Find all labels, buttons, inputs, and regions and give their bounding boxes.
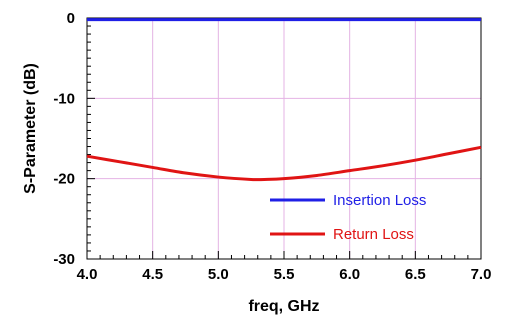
series-group — [86, 18, 482, 182]
legend-label: Insertion Loss — [333, 192, 426, 209]
x-tick-label: 5.5 — [274, 266, 295, 283]
x-axis-label: freq, GHz — [248, 298, 319, 315]
y-tick-label: 0 — [67, 10, 75, 27]
x-tick-label: 4.5 — [142, 266, 163, 283]
y-tick-label: -10 — [53, 90, 75, 107]
x-tick-label: 5.0 — [208, 266, 229, 283]
x-tick-labels: 4.0 4.5 5.0 5.5 6.0 6.5 7.0 — [77, 266, 492, 283]
x-tick-label: 6.0 — [339, 266, 360, 283]
grid — [87, 18, 481, 259]
x-tick-label: 4.0 — [77, 266, 98, 283]
x-tick-label: 7.0 — [471, 266, 492, 283]
plot-area — [86, 17, 482, 260]
x-tick-label: 6.5 — [405, 266, 426, 283]
y-tick-label: -20 — [53, 171, 75, 188]
legend-label: Return Loss — [333, 226, 414, 243]
y-tick-labels: 0 -10 -20 -30 — [53, 10, 75, 268]
legend: Insertion Loss Return Loss — [270, 192, 426, 243]
y-tick-label: -30 — [53, 251, 75, 268]
y-axis-label: S-Parameter (dB) — [22, 63, 39, 194]
series-line-return-loss — [86, 145, 482, 182]
